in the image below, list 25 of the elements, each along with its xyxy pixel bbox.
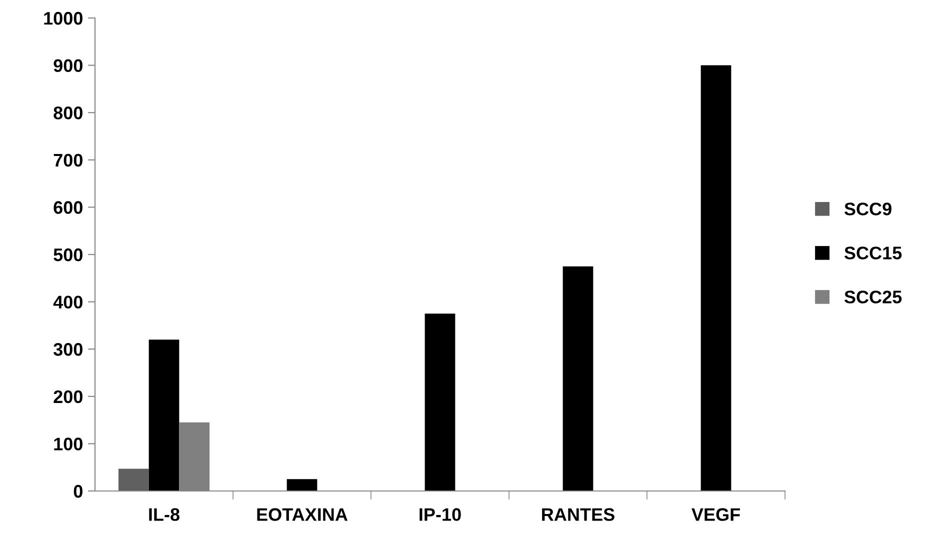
y-tick-label: 100 — [54, 438, 82, 450]
bar — [286, 479, 318, 491]
legend-label: SCC25 — [844, 290, 902, 304]
y-tick-label: 700 — [54, 154, 82, 167]
legend-label: SCC15 — [844, 246, 902, 260]
y-tick-label: 200 — [54, 390, 82, 404]
y-tick-label: 0 — [74, 484, 82, 498]
bar — [148, 340, 180, 491]
x-tick-label: IP-10 — [420, 508, 461, 521]
y-tick-label: 300 — [53, 343, 82, 356]
bar — [562, 266, 594, 491]
x-tick-label: EOTAXINA — [257, 508, 348, 521]
x-tick-label: IL-8 — [149, 508, 180, 521]
legend-label: SCC9 — [844, 202, 892, 216]
x-tick-label: RANTES — [542, 508, 614, 521]
y-tick-label: 600 — [54, 201, 82, 214]
bar — [700, 65, 732, 491]
bar — [424, 314, 456, 491]
y-tick-label: 900 — [54, 59, 82, 72]
y-tick-label: 500 — [54, 248, 82, 262]
y-tick-label: 400 — [53, 296, 82, 309]
bar — [118, 468, 149, 491]
y-tick-label: 800 — [54, 106, 82, 120]
x-tick-label: VEGF — [692, 508, 740, 521]
y-tick-label: 1000 — [44, 12, 82, 25]
